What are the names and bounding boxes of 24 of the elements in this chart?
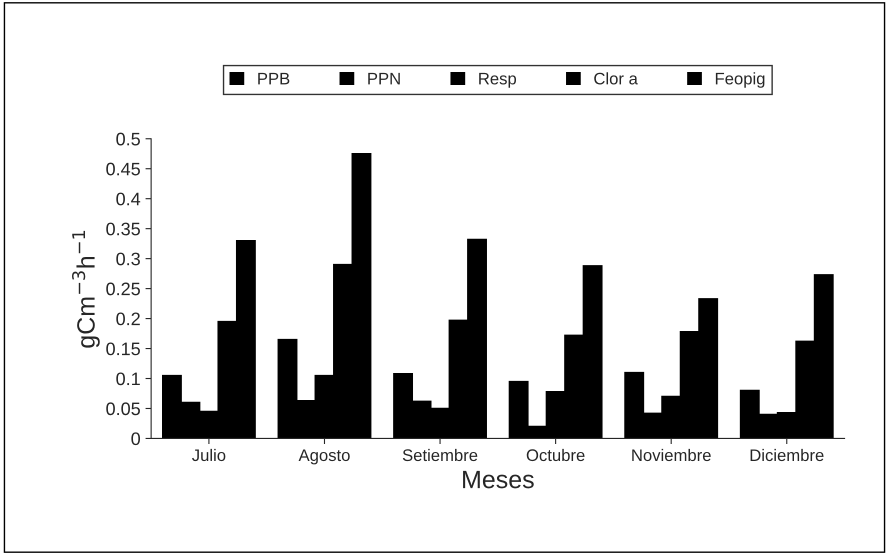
y-tick-label: 0.2 — [116, 312, 140, 326]
y-axis-title: gCm$^{−3}$h$^{−1}$ — [72, 230, 100, 348]
y-tick-label: 0.5 — [116, 132, 140, 146]
y-tick-label: 0.4 — [116, 192, 140, 206]
y-tick-label: 0.25 — [106, 282, 140, 296]
legend-label: Resp — [479, 72, 516, 88]
y-tick-label: 0.15 — [106, 342, 140, 356]
x-tick-label: Octubre — [526, 448, 585, 462]
x-axis-title: Meses — [463, 470, 534, 488]
legend-label: Feopig — [716, 72, 764, 88]
x-tick-label: Noviembre — [632, 448, 711, 462]
legend-label: PPN — [368, 72, 400, 84]
x-tick-label: Diciembre — [750, 448, 824, 462]
legend-label: Clor a — [594, 72, 638, 84]
y-tick-label: 0.1 — [116, 372, 140, 386]
y-tick-label: 0.3 — [116, 252, 140, 266]
y-tick-label: 0.05 — [106, 402, 140, 416]
x-tick-label: Julio — [192, 448, 226, 462]
x-tick-label: Agosto — [298, 449, 350, 464]
y-tick-label: 0 — [131, 432, 140, 446]
x-tick-label: Setiembre — [402, 448, 478, 462]
y-tick-label: 0.45 — [106, 162, 140, 176]
legend-label: PPB — [258, 72, 290, 84]
y-tick-label: 0.35 — [106, 222, 140, 236]
